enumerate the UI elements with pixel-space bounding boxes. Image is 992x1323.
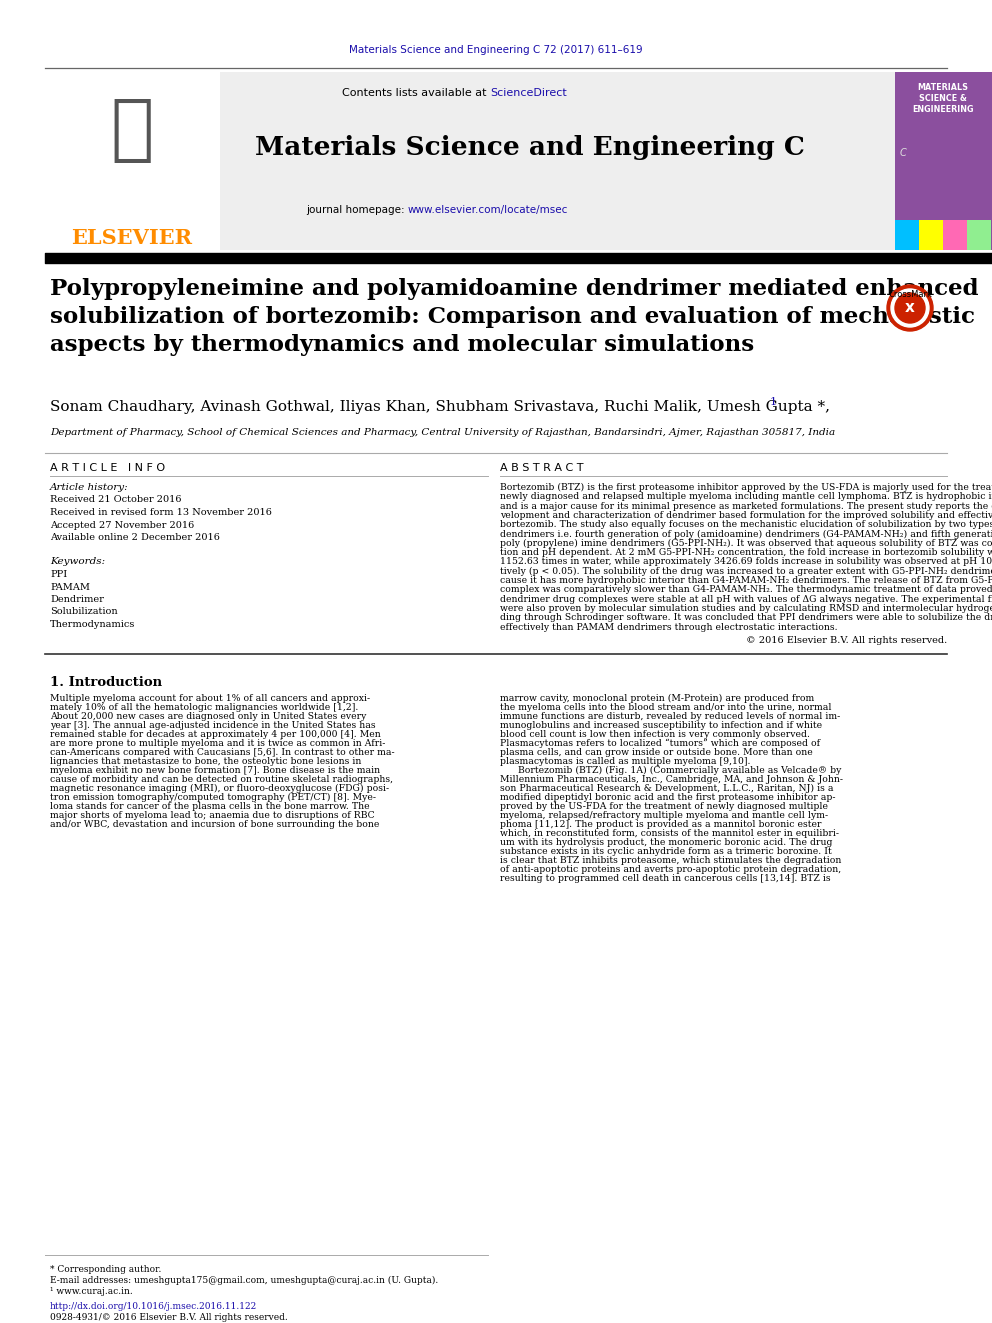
- Text: Contents lists available at: Contents lists available at: [342, 89, 490, 98]
- FancyBboxPatch shape: [895, 220, 919, 250]
- Text: the myeloma cells into the blood stream and/or into the urine, normal: the myeloma cells into the blood stream …: [500, 703, 831, 712]
- Text: substance exists in its cyclic anhydride form as a trimeric boroxine. It: substance exists in its cyclic anhydride…: [500, 847, 831, 856]
- Text: PPI: PPI: [50, 570, 67, 579]
- Text: x: x: [905, 300, 915, 315]
- Text: http://dx.doi.org/10.1016/j.msec.2016.11.122: http://dx.doi.org/10.1016/j.msec.2016.11…: [50, 1302, 257, 1311]
- Text: 0928-4931/© 2016 Elsevier B.V. All rights reserved.: 0928-4931/© 2016 Elsevier B.V. All right…: [50, 1312, 288, 1322]
- Text: bortezomib. The study also equally focuses on the mechanistic elucidation of sol: bortezomib. The study also equally focus…: [500, 520, 992, 529]
- Text: loma stands for cancer of the plasma cells in the bone marrow. The: loma stands for cancer of the plasma cel…: [50, 802, 370, 811]
- Text: ¹ www.curaj.ac.in.: ¹ www.curaj.ac.in.: [50, 1287, 133, 1297]
- Text: E-mail addresses: umeshgupta175@gmail.com, umeshgupta@curaj.ac.in (U. Gupta).: E-mail addresses: umeshgupta175@gmail.co…: [50, 1275, 438, 1285]
- Text: um with its hydrolysis product, the monomeric boronic acid. The drug: um with its hydrolysis product, the mono…: [500, 837, 832, 847]
- Text: plasma cells, and can grow inside or outside bone. More than one: plasma cells, and can grow inside or out…: [500, 747, 812, 757]
- Text: ELSEVIER: ELSEVIER: [71, 228, 192, 247]
- Text: journal homepage:: journal homepage:: [307, 205, 408, 216]
- Text: modified dipeptidyl boronic acid and the first proteasome inhibitor ap-: modified dipeptidyl boronic acid and the…: [500, 792, 835, 802]
- Text: myeloma, relapsed/refractory multiple myeloma and mantle cell lym-: myeloma, relapsed/refractory multiple my…: [500, 811, 828, 820]
- Text: velopment and characterization of dendrimer based formulation for the improved s: velopment and characterization of dendri…: [500, 511, 992, 520]
- Text: myeloma exhibit no new bone formation [7]. Bone disease is the main: myeloma exhibit no new bone formation [7…: [50, 766, 380, 775]
- Text: Materials Science and Engineering C 72 (2017) 611–619: Materials Science and Engineering C 72 (…: [349, 45, 643, 56]
- Text: can-Americans compared with Caucasians [5,6]. In contrast to other ma-: can-Americans compared with Caucasians […: [50, 747, 395, 757]
- Text: plasmacytomas is called as multiple myeloma [9,10].: plasmacytomas is called as multiple myel…: [500, 757, 751, 766]
- Text: are more prone to multiple myeloma and it is twice as common in Afri-: are more prone to multiple myeloma and i…: [50, 738, 385, 747]
- Text: cause it has more hydrophobic interior than G4-PAMAM-NH₂ dendrimers. The release: cause it has more hydrophobic interior t…: [500, 576, 992, 585]
- Text: complex was comparatively slower than G4-PAMAM-NH₂. The thermodynamic treatment : complex was comparatively slower than G4…: [500, 585, 992, 594]
- Text: and is a major cause for its minimal presence as marketed formulations. The pres: and is a major cause for its minimal pre…: [500, 501, 992, 511]
- Text: cause of morbidity and can be detected on routine skeletal radiographs,: cause of morbidity and can be detected o…: [50, 775, 393, 783]
- Text: Plasmacytomas refers to localized “tumors” which are composed of: Plasmacytomas refers to localized “tumor…: [500, 738, 820, 747]
- Text: 1152.63 times in water, while approximately 3426.69 folds increase in solubility: 1152.63 times in water, while approximat…: [500, 557, 992, 566]
- Text: remained stable for decades at approximately 4 per 100,000 [4]. Men: remained stable for decades at approxima…: [50, 730, 381, 738]
- Circle shape: [895, 292, 925, 323]
- Text: C: C: [900, 148, 907, 157]
- Text: A B S T R A C T: A B S T R A C T: [500, 463, 583, 474]
- Text: Sonam Chaudhary, Avinash Gothwal, Iliyas Khan, Shubham Srivastava, Ruchi Malik, : Sonam Chaudhary, Avinash Gothwal, Iliyas…: [50, 400, 830, 414]
- Text: which, in reconstituted form, consists of the mannitol ester in equilibri-: which, in reconstituted form, consists o…: [500, 828, 839, 837]
- Text: son Pharmaceutical Research & Development, L.L.C., Raritan, NJ) is a: son Pharmaceutical Research & Developmen…: [500, 783, 833, 792]
- Text: tively (p < 0.05). The solubility of the drug was increased to a greater extent : tively (p < 0.05). The solubility of the…: [500, 566, 992, 576]
- Text: major shorts of myeloma lead to; anaemia due to disruptions of RBC: major shorts of myeloma lead to; anaemia…: [50, 811, 375, 820]
- Text: Received in revised form 13 November 2016: Received in revised form 13 November 201…: [50, 508, 272, 517]
- FancyBboxPatch shape: [967, 220, 991, 250]
- Circle shape: [891, 288, 929, 327]
- Text: Keywords:: Keywords:: [50, 557, 105, 566]
- Text: ding through Schrodinger software. It was concluded that PPI dendrimers were abl: ding through Schrodinger software. It wa…: [500, 613, 992, 622]
- Text: Solubilization: Solubilization: [50, 607, 118, 617]
- Text: poly (propylene) imine dendrimers (G5-PPI-NH₂). It was observed that aqueous sol: poly (propylene) imine dendrimers (G5-PP…: [500, 538, 992, 548]
- Text: is clear that BTZ inhibits proteasome, which stimulates the degradation: is clear that BTZ inhibits proteasome, w…: [500, 856, 841, 865]
- Text: mately 10% of all the hematologic malignancies worldwide [1,2].: mately 10% of all the hematologic malign…: [50, 703, 358, 712]
- Text: year [3]. The annual age-adjusted incidence in the United States has: year [3]. The annual age-adjusted incide…: [50, 721, 376, 730]
- Text: ❧: ❧: [110, 95, 154, 165]
- Text: About 20,000 new cases are diagnosed only in United States every: About 20,000 new cases are diagnosed onl…: [50, 712, 366, 721]
- Text: PAMAM: PAMAM: [50, 582, 90, 591]
- Text: www.elsevier.com/locate/msec: www.elsevier.com/locate/msec: [408, 205, 568, 216]
- Text: MATERIALS
SCIENCE &
ENGINEERING: MATERIALS SCIENCE & ENGINEERING: [913, 83, 974, 114]
- Text: proved by the US-FDA for the treatment of newly diagnosed multiple: proved by the US-FDA for the treatment o…: [500, 802, 828, 811]
- Text: lignancies that metastasize to bone, the osteolytic bone lesions in: lignancies that metastasize to bone, the…: [50, 757, 361, 766]
- Text: Article history:: Article history:: [50, 483, 129, 492]
- Text: CrossMark: CrossMark: [888, 290, 931, 299]
- Text: Thermodynamics: Thermodynamics: [50, 620, 135, 628]
- Text: tion and pH dependent. At 2 mM G5-PPI-NH₂ concentration, the fold increase in bo: tion and pH dependent. At 2 mM G5-PPI-NH…: [500, 548, 992, 557]
- Text: marrow cavity, monoclonal protein (M-Protein) are produced from: marrow cavity, monoclonal protein (M-Pro…: [500, 693, 814, 703]
- Text: A R T I C L E   I N F O: A R T I C L E I N F O: [50, 463, 165, 474]
- Text: Department of Pharmacy, School of Chemical Sciences and Pharmacy, Central Univer: Department of Pharmacy, School of Chemic…: [50, 429, 835, 437]
- Text: Accepted 27 November 2016: Accepted 27 November 2016: [50, 520, 194, 529]
- Text: newly diagnosed and relapsed multiple myeloma including mantle cell lymphoma. BT: newly diagnosed and relapsed multiple my…: [500, 492, 992, 501]
- Circle shape: [887, 284, 933, 331]
- Text: effectively than PAMAM dendrimers through electrostatic interactions.: effectively than PAMAM dendrimers throug…: [500, 623, 837, 631]
- Text: * Corresponding author.: * Corresponding author.: [50, 1265, 162, 1274]
- Text: dendrimers i.e. fourth generation of poly (amidoamine) dendrimers (G4-PAMAM-NH₂): dendrimers i.e. fourth generation of pol…: [500, 529, 992, 538]
- Text: magnetic resonance imaging (MRI), or fluoro-deoxyglucose (FDG) posi-: magnetic resonance imaging (MRI), or flu…: [50, 783, 389, 792]
- Text: Millennium Pharmaceuticals, Inc., Cambridge, MA, and Johnson & John-: Millennium Pharmaceuticals, Inc., Cambri…: [500, 775, 843, 783]
- Text: Bortezomib (BTZ) is the first proteasome inhibitor approved by the US-FDA is maj: Bortezomib (BTZ) is the first proteasome…: [500, 483, 992, 492]
- Text: © 2016 Elsevier B.V. All rights reserved.: © 2016 Elsevier B.V. All rights reserved…: [746, 636, 947, 644]
- Text: dendrimer drug complexes were stable at all pH with values of ΔG always negative: dendrimer drug complexes were stable at …: [500, 594, 992, 603]
- Text: 1. Introduction: 1. Introduction: [50, 676, 162, 689]
- Text: 1: 1: [770, 397, 777, 407]
- Text: Materials Science and Engineering C: Materials Science and Engineering C: [255, 135, 805, 160]
- Text: Dendrimer: Dendrimer: [50, 595, 104, 605]
- Text: were also proven by molecular simulation studies and by calculating RMSD and int: were also proven by molecular simulation…: [500, 603, 992, 613]
- Text: tron emission tomography/computed tomography (PET/CT) [8]. Mye-: tron emission tomography/computed tomogr…: [50, 792, 376, 802]
- Text: resulting to programmed cell death in cancerous cells [13,14]. BTZ is: resulting to programmed cell death in ca…: [500, 873, 830, 882]
- Text: Multiple myeloma account for about 1% of all cancers and approxi-: Multiple myeloma account for about 1% of…: [50, 693, 370, 703]
- FancyBboxPatch shape: [919, 220, 943, 250]
- Text: and/or WBC, devastation and incursion of bone surrounding the bone: and/or WBC, devastation and incursion of…: [50, 820, 379, 828]
- Text: Received 21 October 2016: Received 21 October 2016: [50, 496, 182, 504]
- Text: munoglobulins and increased susceptibility to infection and if white: munoglobulins and increased susceptibili…: [500, 721, 822, 730]
- Text: ScienceDirect: ScienceDirect: [490, 89, 566, 98]
- FancyBboxPatch shape: [45, 71, 220, 250]
- Text: Available online 2 December 2016: Available online 2 December 2016: [50, 533, 220, 542]
- Text: phoma [11,12]. The product is provided as a mannitol boronic ester: phoma [11,12]. The product is provided a…: [500, 820, 821, 828]
- Text: immune functions are disturb, revealed by reduced levels of normal im-: immune functions are disturb, revealed b…: [500, 712, 840, 721]
- Text: Polypropyleneimine and polyamidoamine dendrimer mediated enhanced
solubilization: Polypropyleneimine and polyamidoamine de…: [50, 278, 978, 356]
- Text: Bortezomib (BTZ) (Fig. 1A) (Commercially available as Velcade® by: Bortezomib (BTZ) (Fig. 1A) (Commercially…: [500, 766, 841, 775]
- FancyBboxPatch shape: [45, 71, 895, 250]
- Text: blood cell count is low then infection is very commonly observed.: blood cell count is low then infection i…: [500, 730, 810, 738]
- FancyBboxPatch shape: [943, 220, 967, 250]
- FancyBboxPatch shape: [895, 71, 992, 250]
- Text: of anti-apoptotic proteins and averts pro-apoptotic protein degradation,: of anti-apoptotic proteins and averts pr…: [500, 865, 841, 873]
